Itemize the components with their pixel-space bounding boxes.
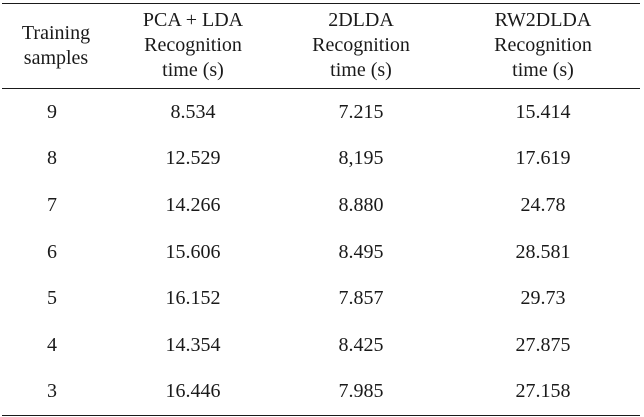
header-line: time (s) [512,59,574,81]
cell-training-samples: 8 [47,147,57,170]
header-line: Training [21,21,91,44]
cell-2dlda-time: 7.215 [338,100,384,123]
cell-rw2dlda-time: 28.581 [515,240,571,263]
table-row: 7 14.266 8.880 24.78 [2,182,640,229]
cell-training-samples: 6 [47,240,57,263]
header-row: Training samples PCA + LDA Recognition t… [2,3,640,89]
cell-rw2dlda-time: 27.875 [515,333,571,356]
table-row: 4 14.354 8.425 27.875 [2,322,640,369]
header-line: 2DLDA [328,9,394,31]
recognition-time-table: Training samples PCA + LDA Recognition t… [2,3,640,416]
table-row: 5 16.152 7.857 29.73 [2,275,640,322]
cell-training-samples: 9 [47,100,57,123]
cell-pca-lda-time: 12.529 [165,147,221,170]
cell-2dlda-time: 8.425 [338,333,384,356]
cell-rw2dlda-time: 27.158 [515,380,571,403]
table-row: 8 12.529 8,195 17.619 [2,136,640,183]
table-row: 9 8.534 7.215 15.414 [2,89,640,136]
cell-rw2dlda-time: 15.414 [515,100,571,123]
header-rw2dlda: RW2DLDA Recognition time (s) [446,4,640,89]
header-line: samples [23,46,89,69]
cell-training-samples: 3 [47,380,57,403]
header-line: time (s) [330,59,392,81]
cell-pca-lda-time: 14.266 [165,193,221,216]
cell-rw2dlda-time: 17.619 [515,147,571,170]
cell-training-samples: 7 [47,193,57,216]
header-2dlda: 2DLDA Recognition time (s) [276,4,446,89]
table-header: Training samples PCA + LDA Recognition t… [2,3,640,89]
cell-pca-lda-time: 16.152 [165,287,221,310]
cell-pca-lda-time: 15.606 [165,240,221,263]
cell-training-samples: 5 [47,287,57,310]
header-line: Recognition [144,34,242,56]
header-line: PCA + LDA [142,9,244,31]
cell-2dlda-time: 7.985 [338,380,384,403]
header-line: RW2DLDA [494,9,592,31]
cell-pca-lda-time: 14.354 [165,333,221,356]
table-row: 3 16.446 7.985 27.158 [2,369,640,416]
table-row: 6 15.606 8.495 28.581 [2,229,640,276]
cell-training-samples: 4 [47,333,57,356]
header-line: Recognition [494,34,592,56]
cell-pca-lda-time: 8.534 [170,100,216,123]
cell-rw2dlda-time: 24.78 [520,193,566,216]
header-pca-lda: PCA + LDA Recognition time (s) [110,4,276,89]
recognition-time-table-container: Training samples PCA + LDA Recognition t… [2,3,640,416]
cell-2dlda-time: 8,195 [338,147,384,170]
header-training-samples: Training samples [2,4,110,89]
cell-2dlda-time: 8.495 [338,240,384,263]
cell-pca-lda-time: 16.446 [165,380,221,403]
cell-2dlda-time: 7.857 [338,287,384,310]
header-line: Recognition [312,34,410,56]
cell-rw2dlda-time: 29.73 [520,287,566,310]
table-body: 9 8.534 7.215 15.414 8 12.529 8,195 17.6… [2,89,640,416]
header-line: time (s) [162,59,224,81]
cell-2dlda-time: 8.880 [338,193,384,216]
